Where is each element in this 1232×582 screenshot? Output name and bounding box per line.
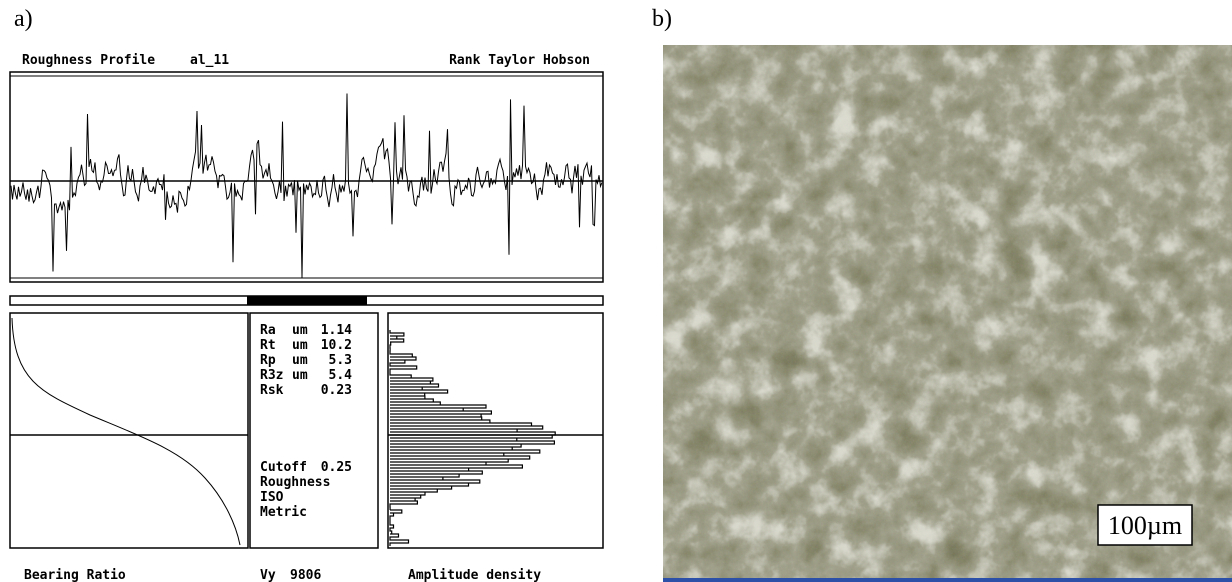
parameter-frame (249, 312, 379, 549)
footer-right: Amplitude density (408, 568, 541, 582)
panel-label: b) (652, 6, 672, 32)
parameter-value: 5.4 (329, 368, 353, 383)
profile-frame (9, 71, 604, 283)
parameter-list: Ra um 1.14 Rt um 10.2 Rp um 5.3 R3z um 5.4 Rsk 0.23 (260, 323, 352, 398)
parameter-name: Ra (260, 323, 276, 338)
scale-box (1097, 504, 1193, 546)
parameter-unit: um (292, 368, 308, 383)
amplitude-frame (387, 312, 604, 549)
profile-trace (10, 93, 603, 278)
micrograph-tint (663, 45, 1232, 582)
panel-label: a) (14, 6, 33, 32)
footer-vy-name: Vy (260, 568, 276, 582)
parameter-value: 10.2 (321, 338, 352, 353)
scale-bar-label: 100µm (1108, 511, 1182, 540)
parameter-unit: um (292, 353, 308, 368)
parameter-name: Rt (260, 338, 276, 353)
amplitude-curve (389, 330, 556, 546)
parameter-unit: um (292, 323, 308, 338)
header-sample: al_11 (190, 53, 229, 68)
bearing-curve (11, 317, 241, 546)
setting: ISO (260, 490, 284, 505)
scroll-thumb (247, 296, 367, 305)
parameter-name: R3z (260, 368, 283, 383)
parameter-name: Rp (260, 353, 276, 368)
parameter-value: 5.3 (329, 353, 352, 368)
parameter-value: 1.14 (321, 323, 352, 338)
parameter-name: Rsk (260, 383, 284, 398)
footer-left: Bearing Ratio (24, 568, 126, 582)
parameter-unit: um (292, 338, 308, 353)
micrograph (663, 45, 1232, 582)
header-title: Roughness Profile (22, 53, 155, 68)
header-instrument: Rank Taylor Hobson (449, 53, 590, 68)
cutoff-value: 0.25 (321, 460, 352, 475)
cutoff-name: Cutoff (260, 460, 307, 475)
setting: Roughness (260, 475, 330, 490)
bearing-frame (9, 312, 249, 549)
footer-vy-value: 9806 (290, 568, 321, 582)
parameter-value: 0.23 (321, 383, 352, 398)
setting: Metric (260, 505, 307, 520)
